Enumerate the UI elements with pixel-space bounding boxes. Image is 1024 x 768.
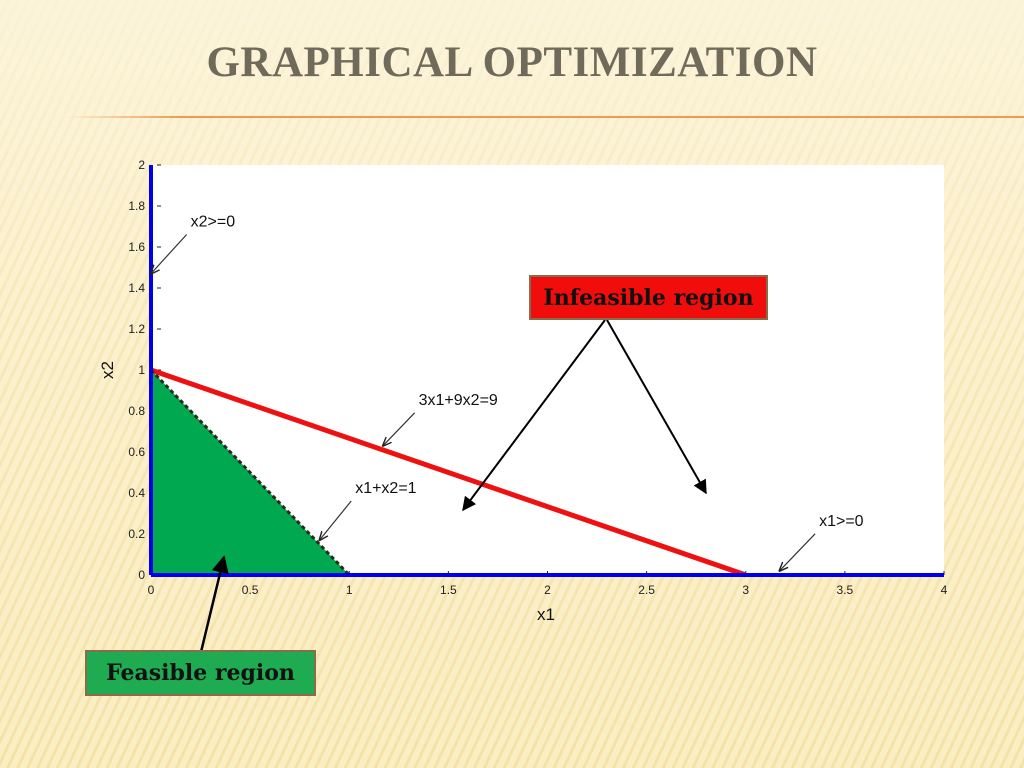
y-tick-label: 1.6 [128,240,145,254]
x-tick-label: 1.5 [440,583,457,597]
feasible-region-callout: Feasible region [85,650,316,696]
y-tick-label: 0 [138,568,145,582]
y-tick-label: 2 [138,158,145,172]
y-tick-label: 1.2 [128,322,145,336]
annotation-arrow [779,533,816,571]
y-axis-label: x2 [98,361,117,379]
y-tick-label: 0.8 [128,404,145,418]
x-tick-label: 3.5 [837,583,854,597]
infeasible-arrow-left [462,319,606,512]
x-tick-label: 0.5 [242,583,259,597]
annotation-label: x1>=0 [819,513,864,530]
annotation-label: 3x1+9x2=9 [419,392,498,409]
y-tick-label: 1 [138,363,145,377]
x-tick-label: 3 [742,583,749,597]
annotation-label: x2>=0 [191,214,236,231]
slide-title: GRAPHICAL OPTIMIZATION [206,39,818,86]
y-tick-label: 1.8 [128,199,145,213]
annotation-label: x1+x2=1 [355,480,416,497]
annotation-arrow [151,234,188,274]
annotation-arrow [320,500,352,540]
title-divider [65,116,1024,118]
y-tick-label: 0.4 [128,486,145,500]
x-tick-label: 4 [941,583,948,597]
infeasible-region-callout: Infeasible region [529,275,768,320]
constraint-line-3x1-9x2 [150,367,747,578]
x-tick-label: 2.5 [638,583,655,597]
x-axis-label: x1 [537,605,555,624]
constraint-line-x1-x2 [149,368,351,577]
feasible-arrow [199,555,229,653]
x-tick-label: 1 [346,583,353,597]
y-tick-label: 1.4 [128,281,145,295]
x-tick-label: 0 [148,583,155,597]
x-tick-label: 2 [544,583,551,597]
y-tick-label: 0.6 [128,445,145,459]
infeasible-arrow-right [606,319,707,495]
annotation-arrow [383,412,416,446]
y-tick-label: 0.2 [128,527,145,541]
